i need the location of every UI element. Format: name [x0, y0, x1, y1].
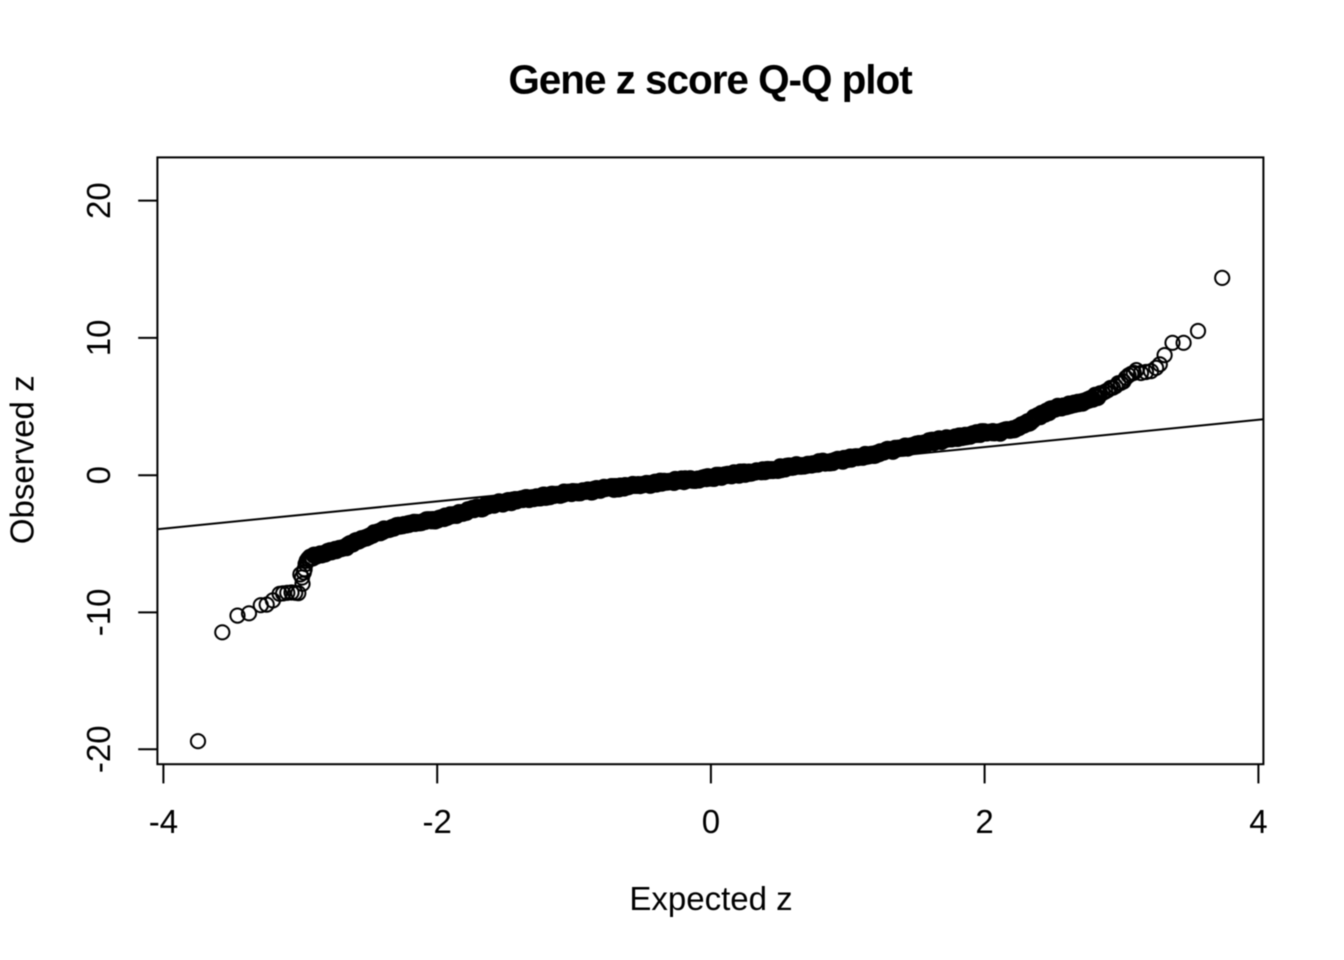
svg-text:2: 2 — [975, 803, 993, 840]
svg-text:Expected z: Expected z — [629, 880, 792, 917]
svg-text:-4: -4 — [149, 803, 178, 840]
svg-text:-10: -10 — [80, 589, 117, 637]
svg-text:Observed z: Observed z — [3, 375, 40, 544]
svg-text:-2: -2 — [423, 803, 452, 840]
svg-text:10: 10 — [80, 320, 117, 357]
svg-text:0: 0 — [80, 466, 117, 484]
svg-text:-20: -20 — [80, 725, 117, 773]
svg-text:Gene z score Q-Q plot: Gene z score Q-Q plot — [508, 57, 912, 103]
svg-text:20: 20 — [80, 182, 117, 219]
svg-text:4: 4 — [1249, 803, 1267, 840]
svg-text:0: 0 — [702, 803, 720, 840]
